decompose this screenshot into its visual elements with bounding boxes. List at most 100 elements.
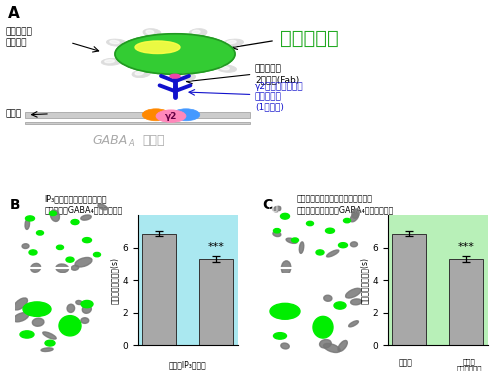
Ellipse shape (217, 65, 236, 72)
Ellipse shape (75, 257, 92, 267)
Ellipse shape (344, 219, 350, 223)
Ellipse shape (59, 316, 81, 336)
Ellipse shape (320, 339, 331, 348)
Ellipse shape (106, 39, 126, 46)
Text: 受容体: 受容体 (142, 134, 165, 147)
Text: 対照群IP₃受容体
阫害: 対照群IP₃受容体 阫害 (168, 361, 206, 371)
Text: A: A (8, 6, 19, 21)
Text: γ2サブユニットに
対する抗体
(1次抗体): γ2サブユニットに 対する抗体 (1次抗体) (255, 82, 304, 111)
Ellipse shape (348, 321, 358, 327)
Ellipse shape (143, 29, 161, 37)
Ellipse shape (43, 332, 56, 339)
Ellipse shape (350, 242, 358, 247)
Text: IP₃受容体を薬剤で阫害時の
シナプス内GABA₄受容体の動態: IP₃受容体を薬剤で阫害時の シナプス内GABA₄受容体の動態 (44, 195, 123, 214)
Ellipse shape (280, 213, 289, 219)
Ellipse shape (94, 252, 100, 257)
Ellipse shape (50, 211, 56, 216)
Ellipse shape (45, 340, 55, 346)
Ellipse shape (226, 40, 236, 44)
Ellipse shape (172, 109, 200, 121)
Ellipse shape (30, 263, 40, 272)
Text: 対照群: 対照群 (269, 203, 283, 212)
Ellipse shape (76, 301, 82, 305)
Ellipse shape (115, 34, 235, 74)
Ellipse shape (178, 72, 196, 81)
Ellipse shape (23, 302, 51, 316)
Ellipse shape (338, 243, 347, 248)
Ellipse shape (352, 209, 359, 218)
Ellipse shape (66, 257, 74, 262)
Ellipse shape (71, 220, 79, 224)
Ellipse shape (82, 305, 92, 313)
Bar (392, 234, 426, 345)
Ellipse shape (273, 232, 281, 237)
Ellipse shape (50, 210, 59, 221)
Ellipse shape (132, 70, 150, 78)
Text: C: C (262, 198, 272, 212)
Ellipse shape (326, 250, 339, 257)
Text: γ2: γ2 (165, 112, 177, 121)
Ellipse shape (350, 299, 362, 305)
Ellipse shape (274, 333, 286, 339)
Ellipse shape (22, 244, 29, 249)
Ellipse shape (324, 344, 340, 352)
Ellipse shape (135, 41, 180, 53)
Bar (449, 259, 483, 345)
Ellipse shape (318, 324, 328, 332)
Ellipse shape (72, 265, 78, 270)
Ellipse shape (56, 245, 64, 250)
Ellipse shape (14, 298, 28, 310)
Ellipse shape (350, 213, 358, 222)
Text: ***: *** (458, 242, 474, 252)
Ellipse shape (189, 29, 207, 37)
Text: 対照群: 対照群 (398, 358, 412, 367)
Circle shape (170, 74, 180, 78)
Bar (25, 122, 250, 124)
Ellipse shape (36, 231, 44, 235)
Text: 量子ドット: 量子ドット (280, 29, 339, 48)
Y-axis label: シナプス滹在時間(s): シナプス滹在時間(s) (360, 257, 369, 303)
Ellipse shape (270, 303, 300, 319)
Ellipse shape (82, 237, 92, 243)
Text: B: B (10, 198, 20, 212)
Text: アビジン: アビジン (5, 38, 26, 47)
Ellipse shape (273, 206, 281, 212)
Y-axis label: シナプス滹在時間(s): シナプス滹在時間(s) (110, 257, 120, 303)
Ellipse shape (135, 71, 143, 75)
Ellipse shape (104, 60, 115, 63)
Ellipse shape (324, 295, 332, 301)
Ellipse shape (146, 30, 154, 34)
Ellipse shape (338, 341, 347, 351)
Bar (142, 234, 176, 345)
Ellipse shape (282, 261, 291, 275)
Ellipse shape (26, 216, 35, 221)
Text: ビオチン化
2次抗体(Fab): ビオチン化 2次抗体(Fab) (255, 65, 299, 84)
Ellipse shape (98, 204, 107, 210)
Ellipse shape (181, 74, 188, 78)
Text: GABA: GABA (92, 134, 128, 147)
Text: 対照群: 対照群 (19, 203, 33, 212)
Ellipse shape (81, 215, 91, 220)
Ellipse shape (13, 313, 28, 322)
Ellipse shape (326, 228, 334, 233)
Ellipse shape (81, 301, 93, 308)
Ellipse shape (334, 302, 346, 309)
Ellipse shape (25, 219, 29, 229)
Ellipse shape (281, 343, 289, 349)
Text: ストレプト: ストレプト (5, 28, 32, 37)
Ellipse shape (300, 242, 304, 253)
Ellipse shape (29, 250, 37, 255)
Ellipse shape (274, 229, 280, 233)
Ellipse shape (102, 58, 122, 65)
Ellipse shape (20, 331, 34, 338)
Bar (25, 112, 250, 118)
Ellipse shape (306, 221, 314, 226)
Text: ***: *** (208, 242, 224, 252)
Ellipse shape (292, 238, 298, 242)
Text: A: A (128, 139, 134, 148)
Ellipse shape (67, 304, 74, 312)
Ellipse shape (346, 288, 361, 298)
Ellipse shape (110, 40, 120, 44)
Ellipse shape (142, 109, 170, 121)
Bar (199, 259, 233, 345)
